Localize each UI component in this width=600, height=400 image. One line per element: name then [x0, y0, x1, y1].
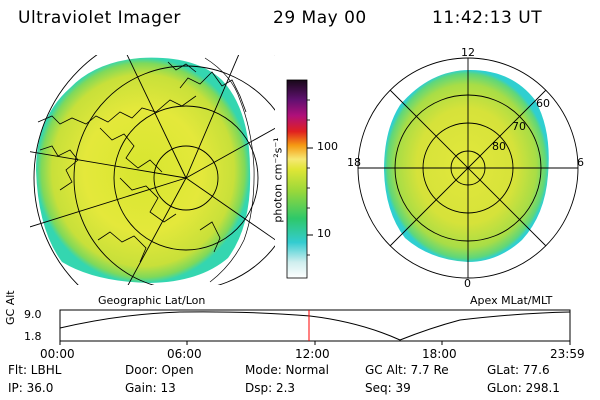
mlt-label-18: 18 — [347, 156, 361, 169]
left-panel-caption: Geographic Lat/Lon — [98, 294, 206, 307]
colorbar-tick-100: 100 — [317, 140, 338, 153]
xtick-2359: 23:59 — [550, 347, 585, 361]
right-panel-caption: Apex MLat/MLT — [470, 294, 553, 307]
colorbar-tick-10: 10 — [317, 227, 331, 240]
status-ip: IP: 36.0 — [8, 381, 54, 395]
xtick-1200: 12:00 — [295, 347, 330, 361]
mlt-label-6: 6 — [577, 156, 584, 169]
colorbar — [286, 79, 313, 279]
date-label: 29 May 00 — [273, 8, 367, 28]
status-glat: GLat: 77.6 — [487, 363, 550, 377]
mlat-label-80: 80 — [492, 140, 506, 153]
mlt-label-0: 0 — [464, 277, 471, 290]
status-door: Door: Open — [125, 363, 194, 377]
status-dsp: Dsp: 2.3 — [245, 381, 296, 395]
status-glon: GLon: 298.1 — [487, 381, 560, 395]
mlat-label-60: 60 — [536, 97, 550, 110]
colorbar-unit-text: photon cm⁻²s⁻¹ — [271, 137, 285, 223]
instrument-title: Ultraviolet Imager — [18, 8, 181, 28]
xtick-1800: 18:00 — [422, 347, 457, 361]
mlat-label-70: 70 — [512, 120, 526, 133]
status-filter: Flt: LBHL — [8, 363, 62, 377]
altitude-ylabel: GC Alt — [4, 290, 17, 325]
status-gain: Gain: 13 — [125, 381, 176, 395]
altitude-ymin: 1.8 — [24, 330, 42, 343]
time-label: 11:42:13 UT — [432, 8, 543, 28]
xtick-0000: 00:00 — [40, 347, 75, 361]
mlt-label-12: 12 — [461, 46, 475, 59]
status-mode: Mode: Normal — [245, 363, 329, 377]
polar-image — [357, 57, 579, 279]
altitude-ymax: 9.0 — [24, 308, 42, 321]
status-gc-alt: GC Alt: 7.7 Re — [365, 363, 449, 377]
altitude-plot — [59, 309, 571, 345]
geographic-image — [30, 55, 275, 285]
xtick-0600: 06:00 — [167, 347, 202, 361]
status-seq: Seq: 39 — [365, 381, 411, 395]
